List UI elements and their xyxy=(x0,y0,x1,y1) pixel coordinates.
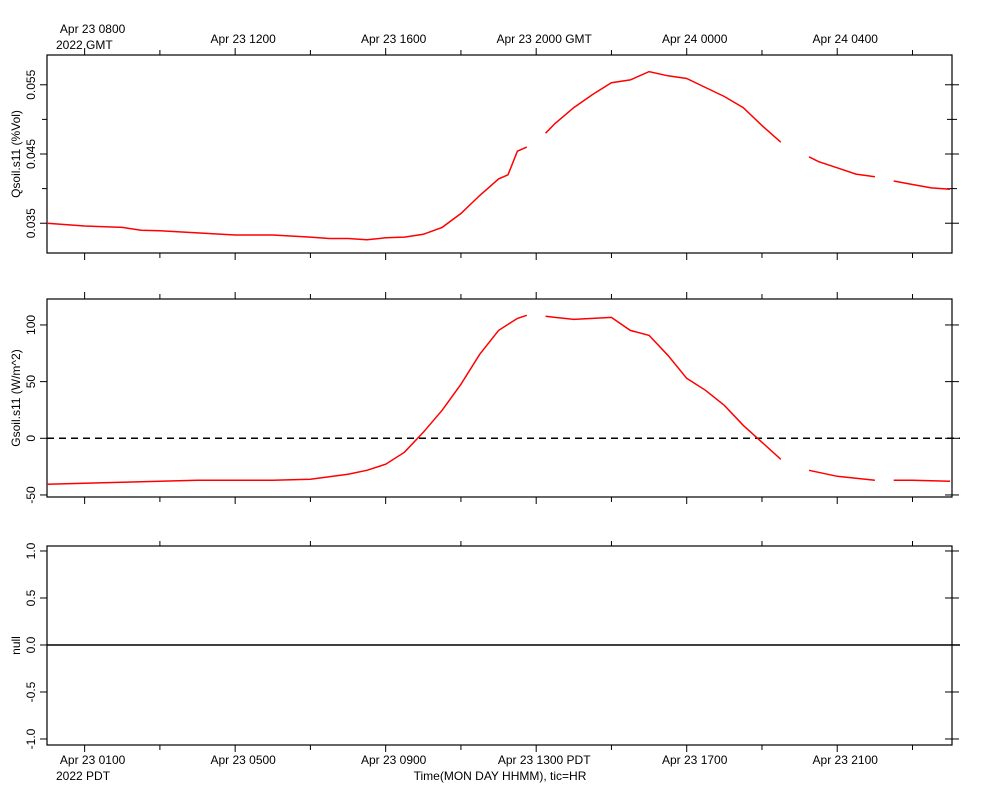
y-tick-label: 0.055 xyxy=(24,69,38,99)
y-tick-label: 50 xyxy=(24,375,38,389)
data-line xyxy=(46,314,951,486)
x-tick-label: Apr 23 1600 xyxy=(361,32,427,46)
y-axis-label: null xyxy=(9,636,23,655)
x-tick-label: Apr 23 0500 xyxy=(210,753,276,767)
x-tick-label: Apr 23 0900 xyxy=(361,753,427,767)
data-line xyxy=(46,70,951,241)
y-tick-label: 100 xyxy=(24,315,38,335)
x-tick-label: Apr 24 0400 xyxy=(813,32,879,46)
y-tick-label: -0.5 xyxy=(24,681,38,702)
y-tick-label: 0 xyxy=(24,435,38,442)
y-tick-label: 0.5 xyxy=(24,589,38,606)
x-annotation: 2022 GMT xyxy=(56,38,113,52)
y-tick-label: 0.045 xyxy=(24,139,38,169)
y-tick-label: 0.0 xyxy=(24,636,38,653)
y-tick-label: 1.0 xyxy=(24,542,38,559)
y-axis-label: Gsoil.s11 (W/m^2) xyxy=(9,349,23,446)
x-tick-label: Apr 23 2100 xyxy=(813,753,879,767)
x-tick-label: Apr 23 1700 xyxy=(662,753,728,767)
x-tick-label: Apr 23 0100 xyxy=(60,753,126,767)
x-tick-label: Apr 23 2000 GMT xyxy=(496,32,592,46)
y-tick-label: -1.0 xyxy=(24,728,38,749)
x-annotation: 2022 PDT xyxy=(56,769,111,783)
y-tick-label: -50 xyxy=(24,486,38,504)
y-axis-label: Qsoil.s11 (%Vol) xyxy=(9,110,23,198)
x-tick-label: Apr 23 1200 xyxy=(210,32,276,46)
x-tick-label: Apr 24 0000 xyxy=(662,32,728,46)
x-tick-label: Apr 23 0800 xyxy=(60,22,126,36)
plot-frame xyxy=(46,298,953,498)
y-tick-label: 0.035 xyxy=(24,208,38,238)
x-axis-label: Time(MON DAY HHMM), tic=HR xyxy=(414,769,587,783)
plot-frame xyxy=(46,54,953,254)
x-tick-label: Apr 23 1300 PDT xyxy=(498,753,591,767)
